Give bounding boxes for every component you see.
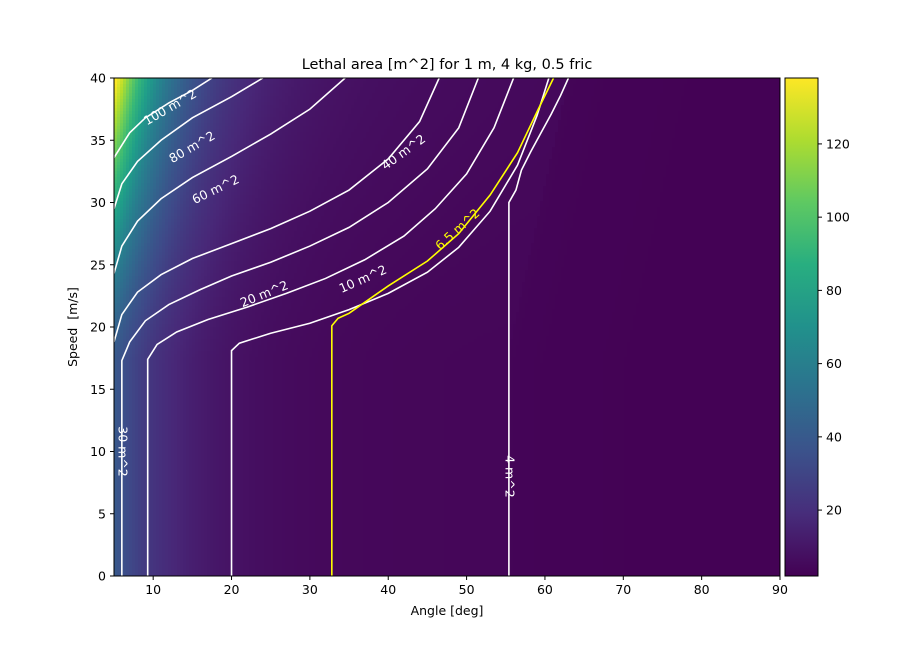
plot-area: 100 m^280 m^260 m^240 m^230 m^220 m^2 10 …: [114, 78, 781, 577]
heatmap-field: [114, 78, 781, 577]
chart-title: Lethal area [m^2] for 1 m, 4 kg, 0.5 fri…: [302, 57, 593, 73]
